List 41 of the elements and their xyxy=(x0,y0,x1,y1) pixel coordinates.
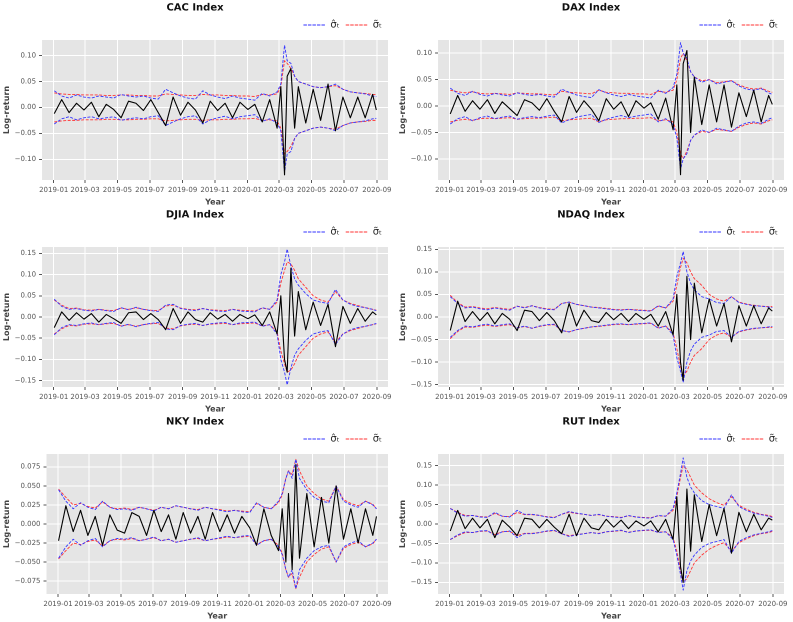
line-series xyxy=(450,52,773,96)
line-series xyxy=(54,248,377,312)
legend-label: σ̂ₜ xyxy=(330,20,340,31)
x-axis-title: Year xyxy=(204,404,225,414)
line-series xyxy=(54,261,377,312)
legend-label: σ̂ₜ xyxy=(330,434,340,445)
chart-title: CAC Index xyxy=(166,2,224,14)
line-series xyxy=(54,322,377,386)
y-axis-title: Log-return xyxy=(398,86,407,134)
x-axis-title: Year xyxy=(204,197,225,206)
y-axis-title: Log-return xyxy=(398,292,407,342)
legend-label: σ̃ₜ xyxy=(768,20,778,31)
x-axis-title: Year xyxy=(206,611,228,620)
chart-title: NDAQ Index xyxy=(557,210,626,221)
legend-label: σ̃ₜ xyxy=(768,434,778,445)
line-series xyxy=(54,44,377,101)
chart-title: NKY Index xyxy=(166,416,225,428)
line-series xyxy=(450,116,773,160)
line-series xyxy=(450,42,773,99)
line-series xyxy=(54,60,377,97)
chart-title: RUT Index xyxy=(562,416,620,428)
legend-label: σ̃ₜ xyxy=(768,226,778,238)
y-axis-title: Log-return xyxy=(398,500,407,548)
legend-label: σ̃ₜ xyxy=(372,434,382,445)
line-series xyxy=(54,114,377,173)
legend-label: σ̂ₜ xyxy=(726,434,736,445)
x-axis-title: Year xyxy=(600,404,621,414)
legend-label: σ̂ₜ xyxy=(726,20,736,31)
line-series xyxy=(54,118,377,155)
y-axis-title: Log-return xyxy=(2,86,11,134)
legend-label: σ̃ₜ xyxy=(372,20,382,31)
legend-label: σ̂ₜ xyxy=(726,226,736,238)
x-axis-title: Year xyxy=(600,197,621,206)
y-axis-title: Log-return xyxy=(2,292,11,342)
x-axis-title: Year xyxy=(600,611,621,620)
chart-title: DAX Index xyxy=(562,2,621,14)
legend-label: σ̃ₜ xyxy=(372,226,382,238)
line-series xyxy=(54,322,377,373)
y-axis-title: Log-return xyxy=(2,500,11,548)
chart-title: DJIA Index xyxy=(166,210,225,221)
legend-label: σ̂ₜ xyxy=(330,226,340,238)
